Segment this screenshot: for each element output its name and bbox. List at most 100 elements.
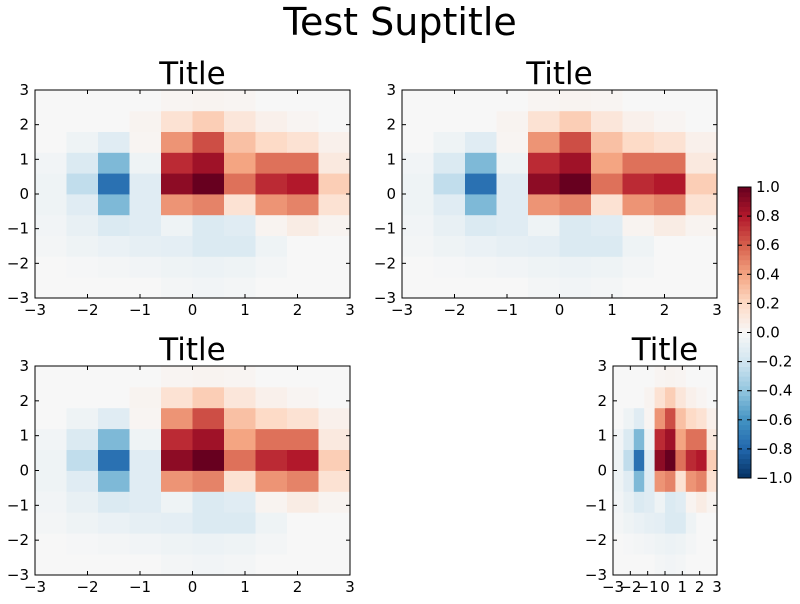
heatmap-cell [35, 386, 67, 409]
heatmap-cell [98, 173, 130, 195]
y-tick-label: −3 [585, 566, 607, 584]
heatmap-cell [224, 533, 256, 555]
heatmap-cell [591, 194, 623, 216]
heatmap-cell [665, 533, 676, 555]
y-tick-label: 0 [19, 185, 29, 203]
heatmap-cell [696, 491, 707, 513]
heatmap-cell [665, 386, 676, 409]
heatmap-cell [654, 131, 686, 153]
heatmap-cell [496, 235, 529, 257]
heatmap-cell [633, 428, 645, 450]
heatmap-cell [98, 366, 130, 388]
heatmap-cell [35, 449, 67, 471]
heatmap-cell [528, 235, 560, 257]
heatmap-cell [66, 449, 99, 471]
heatmap-cell [559, 110, 592, 132]
colorbar-segment [738, 284, 751, 290]
heatmap-cell [318, 173, 351, 195]
y-tick-label: 1 [19, 427, 29, 445]
heatmap-cell [465, 152, 497, 174]
heatmap-cell [622, 277, 655, 299]
colorbar-segment [738, 220, 751, 227]
colorbar-tick-label: 0.6 [756, 236, 780, 254]
heatmap-cell [633, 491, 645, 513]
heatmap-cell [287, 407, 319, 430]
heatmap-cell [255, 194, 288, 216]
heatmap-cell [161, 554, 193, 576]
colorbar-segment [738, 230, 751, 236]
y-tick-label: −1 [585, 496, 607, 514]
heatmap-cell [623, 366, 635, 388]
colorbar-segment [738, 347, 751, 353]
heatmap-cell [318, 214, 351, 236]
heatmap-cell [613, 512, 624, 534]
heatmap-cell [287, 214, 319, 236]
heatmap-cell [665, 470, 676, 492]
colorbar-segment [738, 250, 751, 256]
heatmap-cell [685, 491, 697, 513]
y-tick-label: 3 [597, 357, 607, 375]
heatmap-cell [623, 491, 635, 513]
heatmap-cell [161, 491, 193, 513]
heatmap-cell [559, 277, 592, 299]
heatmap-cell [224, 256, 256, 278]
y-tick-label: 3 [19, 81, 29, 99]
heatmap-cell [35, 173, 67, 195]
heatmap-cell [654, 110, 686, 132]
heatmap-cell [35, 110, 67, 132]
heatmap-cell [696, 428, 707, 450]
heatmap-cell [318, 512, 351, 534]
heatmap-cell [644, 366, 655, 388]
colorbar-segment [738, 216, 751, 222]
heatmap-cell [591, 214, 623, 236]
heatmap-cell [161, 131, 193, 153]
colorbar-segment [738, 332, 751, 338]
heatmap-cell [685, 470, 697, 492]
heatmap-cell [255, 512, 288, 534]
heatmap-cell [161, 366, 193, 388]
colorbar-segment [738, 414, 751, 421]
heatmap-cell [287, 366, 319, 388]
heatmap-cell [98, 470, 130, 492]
subplot-title: Title [631, 332, 698, 368]
heatmap-cell [98, 491, 130, 513]
colorbar-tick-label: −0.8 [756, 440, 792, 458]
x-tick-label: 0 [555, 301, 565, 319]
heatmap-cell [433, 173, 466, 195]
heatmap-cell [35, 277, 67, 299]
heatmap-cell [66, 386, 99, 409]
y-tick-label: −2 [374, 254, 396, 272]
heatmap-cell [318, 277, 351, 299]
x-tick-label: 2 [695, 578, 705, 596]
heatmap-cell [318, 131, 351, 153]
subplot-2: −3 −2 −1 0 1 2 3 −3 −2 −1 0 1 2 3 Title [374, 56, 722, 319]
heatmap-cell [66, 152, 99, 174]
heatmap-cell [255, 470, 288, 492]
y-tick-label: −3 [7, 289, 29, 307]
heatmap-cell [559, 90, 592, 112]
heatmap-cell [644, 428, 655, 450]
heatmap-cell [528, 131, 560, 153]
heatmap-cell [129, 386, 162, 409]
heatmap-cell [685, 152, 718, 174]
heatmap-cell [465, 277, 497, 299]
x-tick-label: −1 [496, 301, 518, 319]
heatmap-cell [287, 449, 319, 471]
heatmap-cell [654, 407, 666, 430]
heatmap-cell [224, 449, 256, 471]
heatmap-cell [318, 554, 351, 576]
heatmap-cell [224, 214, 256, 236]
colorbar-segment [738, 322, 751, 329]
y-tick-label: −3 [374, 289, 396, 307]
heatmap-cell [192, 110, 225, 132]
heatmap-cell [129, 470, 162, 492]
heatmap-cell [496, 90, 529, 112]
heatmap-cell [98, 152, 130, 174]
x-tick-label: 0 [660, 578, 670, 596]
heatmap-cell [129, 366, 162, 388]
heatmap-cell [622, 235, 655, 257]
subplot-3: −3 −2 −1 0 1 2 3 −3 −2 −1 0 1 2 3 Title [7, 332, 355, 596]
x-tick-label: −1 [637, 578, 659, 596]
heatmap-cell [528, 110, 560, 132]
heatmap-cell [696, 470, 707, 492]
